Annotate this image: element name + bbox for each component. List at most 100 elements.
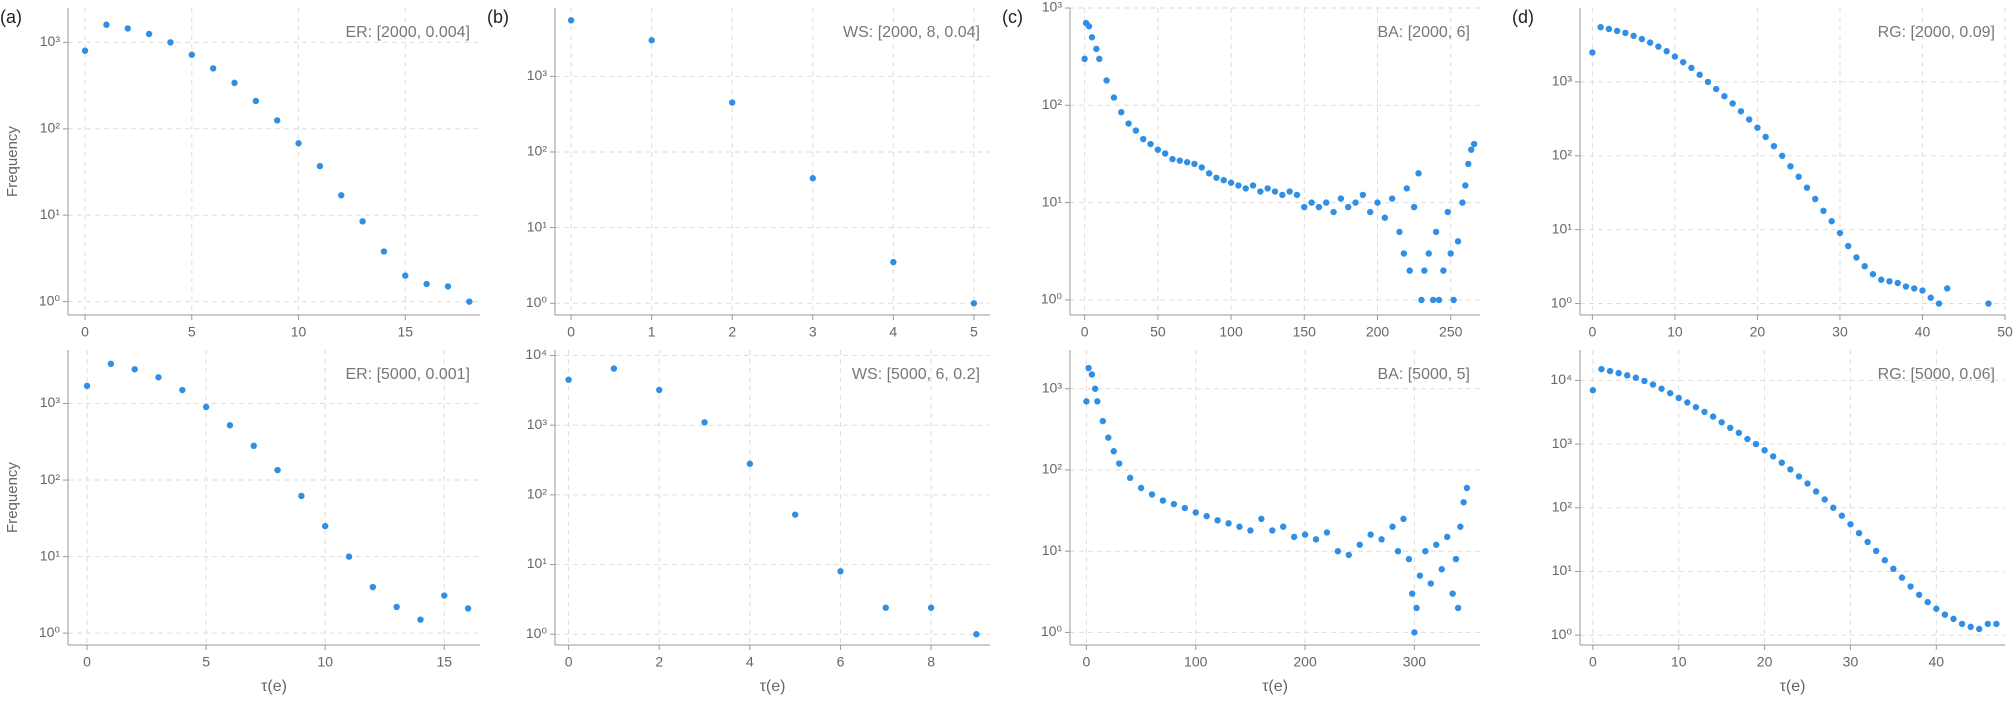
x-tick-label: 100 <box>1184 654 1208 670</box>
point <box>656 386 663 394</box>
x-tick-label: 40 <box>1915 324 1931 340</box>
point <box>1927 294 1934 301</box>
y-tick-label: 10¹ <box>1042 193 1063 209</box>
point <box>1381 214 1389 221</box>
point <box>890 258 897 266</box>
point <box>1176 157 1184 164</box>
point <box>1247 527 1254 534</box>
point <box>1770 142 1778 150</box>
x-tick-label: 20 <box>1757 654 1773 670</box>
point <box>1444 533 1451 541</box>
point <box>1396 228 1403 236</box>
point <box>1721 93 1728 100</box>
point <box>444 283 452 290</box>
point <box>1429 296 1437 304</box>
point <box>567 17 575 24</box>
point <box>1116 460 1123 467</box>
point <box>81 47 89 54</box>
point <box>1688 64 1695 72</box>
y-tick-label: 10³ <box>1552 73 1573 89</box>
point <box>441 592 448 599</box>
y-tick-label: 10¹ <box>1042 542 1063 558</box>
point <box>1132 127 1140 134</box>
point <box>188 51 196 58</box>
point <box>1444 208 1451 216</box>
annotation: WS: [5000, 6, 0.2] <box>852 366 980 383</box>
point <box>1924 598 1931 606</box>
y-tick-label: 10⁴ <box>1550 371 1572 387</box>
point <box>1615 369 1622 377</box>
x-tick-label: 200 <box>1366 324 1390 340</box>
point <box>1330 208 1337 216</box>
point <box>1762 133 1769 141</box>
point <box>1435 296 1443 304</box>
x-tick-label: 0 <box>567 324 575 340</box>
annotation: BA: [2000, 6] <box>1377 24 1470 41</box>
point <box>380 248 388 255</box>
point <box>1405 555 1413 563</box>
point <box>1847 521 1854 528</box>
y-tick-label: 10⁰ <box>1041 291 1063 307</box>
x-tick-label: 4 <box>746 654 754 670</box>
point <box>1795 473 1803 480</box>
point <box>1301 203 1308 211</box>
x-axis-label: τ(e) <box>261 678 287 695</box>
point <box>1271 188 1279 195</box>
point <box>1099 417 1107 425</box>
y-tick-label: 10² <box>1552 498 1573 514</box>
point <box>202 403 210 411</box>
point <box>610 365 618 372</box>
point <box>1470 140 1478 148</box>
point <box>1701 408 1708 416</box>
point <box>1235 182 1242 189</box>
point <box>1258 515 1265 523</box>
point <box>1873 547 1880 555</box>
point <box>1249 182 1257 189</box>
point <box>1367 531 1374 538</box>
point <box>1406 267 1413 274</box>
point <box>1422 547 1429 555</box>
point <box>1745 116 1753 123</box>
annotation: RG: [5000, 0.06] <box>1878 366 1995 383</box>
point <box>565 376 572 383</box>
point <box>1958 620 1966 628</box>
point <box>1454 604 1462 612</box>
x-tick-label: 50 <box>1997 324 2013 340</box>
x-tick-label: 4 <box>889 324 897 340</box>
point <box>1337 195 1345 202</box>
point <box>1413 604 1420 612</box>
point <box>1836 229 1844 237</box>
point <box>274 466 281 474</box>
point <box>1696 71 1703 78</box>
point <box>369 583 377 591</box>
point <box>1137 484 1145 492</box>
point <box>1919 287 1926 294</box>
point <box>701 419 708 426</box>
point <box>1881 557 1888 564</box>
point <box>1315 203 1323 211</box>
point <box>1752 440 1760 448</box>
point <box>1374 199 1381 206</box>
point <box>322 522 329 530</box>
point <box>1161 150 1169 157</box>
point <box>1214 517 1221 524</box>
point <box>1646 39 1654 46</box>
point <box>1622 29 1629 37</box>
point <box>83 382 91 390</box>
y-tick-label: 10² <box>40 471 61 487</box>
point <box>1718 419 1725 426</box>
point <box>1915 591 1923 598</box>
point <box>423 280 430 288</box>
point <box>1110 448 1117 455</box>
point <box>1081 55 1088 63</box>
point <box>837 568 844 575</box>
point <box>402 272 409 279</box>
point <box>1170 500 1178 508</box>
x-tick-label: 300 <box>1403 654 1427 670</box>
y-tick-label: 10² <box>40 119 61 135</box>
x-tick-label: 200 <box>1293 654 1317 670</box>
point <box>973 631 980 638</box>
y-tick-label: 10² <box>527 143 548 159</box>
y-tick-label: 10³ <box>40 33 61 49</box>
